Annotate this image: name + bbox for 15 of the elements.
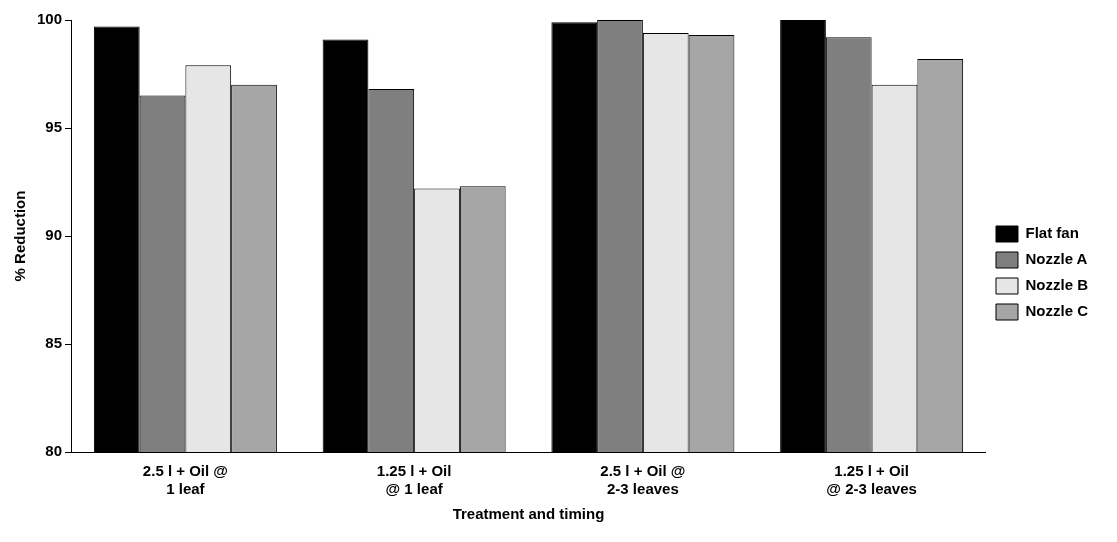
x-tick-label: 2.5 l + Oil @ 1 leaf	[142, 462, 228, 498]
y-tick-label: 80	[45, 442, 63, 460]
y-tick-label: 90	[45, 226, 63, 244]
x-tick-label: 2.5 l + Oil @ 2-3 leaves	[600, 462, 686, 498]
legend-label: Nozzle B	[1025, 276, 1089, 294]
x-axis-title: Treatment and timing	[452, 505, 605, 523]
x-tick-label: 1.25 l + Oil @ 1 leaf	[376, 462, 452, 498]
x-tick-label: 1.25 l + Oil @ 2-3 leaves	[826, 462, 917, 498]
legend-label: Flat fan	[1025, 224, 1079, 242]
y-tick-label: 85	[45, 334, 63, 352]
y-tick-label: 100	[37, 10, 63, 28]
y-tick-label: 95	[45, 118, 63, 136]
y-axis-title: % Reduction	[11, 190, 29, 282]
legend-label: Nozzle A	[1025, 250, 1088, 268]
legend-label: Nozzle C	[1025, 302, 1089, 320]
